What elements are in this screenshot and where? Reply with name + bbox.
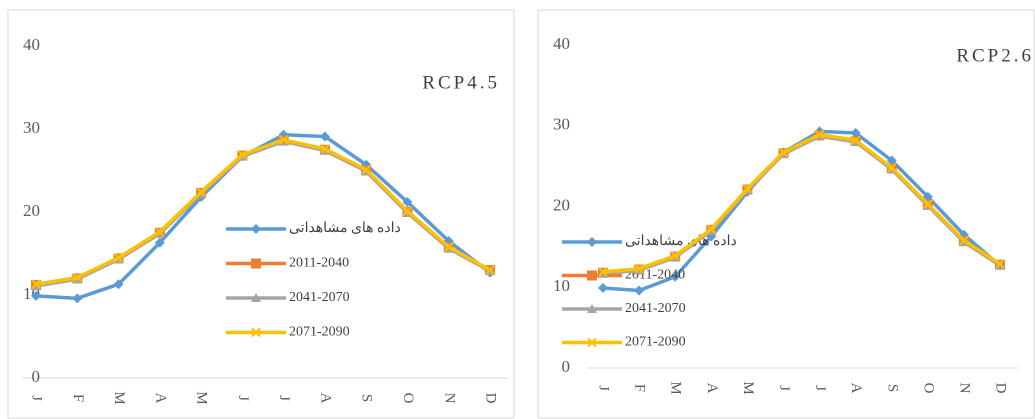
- legend-label: 2071-2090: [625, 335, 686, 350]
- marker: [670, 271, 681, 282]
- y-tick-label: 40: [23, 35, 40, 54]
- marker: [251, 224, 261, 234]
- marker: [196, 187, 206, 197]
- marker: [319, 131, 330, 142]
- marker: [72, 272, 82, 283]
- marker: [154, 237, 165, 248]
- marker: [959, 235, 969, 246]
- marker: [778, 147, 789, 158]
- x-tick-label: A: [848, 383, 864, 394]
- x-tick-label: J: [276, 395, 292, 401]
- y-tick-label: 20: [553, 195, 570, 214]
- marker: [444, 242, 454, 252]
- marker: [251, 258, 261, 269]
- marker: [251, 293, 261, 302]
- x-tick-label: A: [317, 393, 333, 404]
- marker: [598, 283, 608, 294]
- x-tick-label: M: [111, 391, 127, 404]
- marker: [402, 197, 413, 208]
- y-tick-label: 30: [553, 115, 570, 134]
- marker: [587, 304, 597, 313]
- x-tick-label: O: [400, 393, 416, 404]
- chart-title: RCP2.6: [956, 45, 1034, 66]
- y-tick-label: 0: [32, 367, 41, 386]
- marker: [598, 267, 608, 277]
- legend-label: 2041-2070: [625, 301, 686, 316]
- x-tick-label: J: [812, 385, 828, 391]
- marker: [850, 128, 861, 139]
- x-tick-label: S: [884, 384, 900, 392]
- marker: [814, 129, 825, 140]
- marker: [278, 135, 289, 145]
- panel-frame: [7, 9, 515, 419]
- legend-label: 2041-2070: [289, 290, 350, 305]
- x-tick-label: D: [483, 393, 499, 404]
- marker: [72, 293, 83, 304]
- x-tick-label: F: [632, 384, 648, 392]
- marker: [361, 164, 371, 175]
- y-tick-label: 10: [553, 276, 570, 295]
- y-tick-label: 30: [23, 118, 40, 137]
- x-tick-label: J: [776, 385, 792, 391]
- marker: [923, 199, 933, 209]
- marker: [155, 227, 165, 237]
- x-tick-label: A: [704, 383, 720, 394]
- marker: [237, 150, 248, 160]
- marker: [887, 163, 897, 173]
- marker: [320, 144, 330, 154]
- legend-label: داده های مشاهداتی: [625, 234, 737, 249]
- y-tick-label: 20: [23, 201, 40, 220]
- x-tick-label: N: [441, 393, 457, 404]
- chart-title: RCP4.5: [422, 72, 500, 93]
- marker: [251, 327, 261, 338]
- x-tick-label: D: [993, 383, 1009, 394]
- x-tick-label: O: [920, 383, 936, 394]
- x-tick-label: M: [194, 391, 210, 404]
- marker: [402, 206, 413, 216]
- marker: [113, 252, 124, 263]
- x-tick-label: N: [956, 383, 972, 394]
- marker: [113, 279, 124, 290]
- x-tick-label: J: [235, 395, 251, 401]
- legend-label: داده های مشاهداتی: [289, 221, 401, 236]
- marker: [587, 237, 597, 247]
- x-tick-label: S: [359, 394, 375, 402]
- marker: [31, 290, 41, 301]
- marker: [634, 263, 644, 274]
- x-tick-label: J: [29, 395, 45, 401]
- x-tick-label: F: [70, 394, 86, 402]
- legend-label: 2011-2040: [289, 256, 349, 271]
- marker: [634, 285, 645, 296]
- series-line: [602, 132, 1001, 274]
- x-tick-label: A: [152, 393, 168, 404]
- marker: [485, 265, 495, 275]
- marker: [706, 224, 716, 234]
- x-tick-label: M: [740, 381, 756, 394]
- marker: [995, 259, 1005, 269]
- series-line: [35, 138, 491, 286]
- marker: [670, 251, 680, 261]
- marker: [850, 135, 861, 145]
- marker: [587, 270, 597, 281]
- panel-frame: [537, 9, 1035, 419]
- y-tick-label: 0: [562, 357, 571, 376]
- y-tick-label: 40: [553, 34, 570, 53]
- legend-label: 2071-2090: [289, 325, 350, 340]
- x-tick-label: J: [596, 385, 612, 391]
- marker: [886, 155, 897, 166]
- x-tick-label: M: [668, 381, 684, 394]
- marker: [31, 279, 41, 289]
- marker: [587, 337, 597, 348]
- marker: [742, 184, 753, 194]
